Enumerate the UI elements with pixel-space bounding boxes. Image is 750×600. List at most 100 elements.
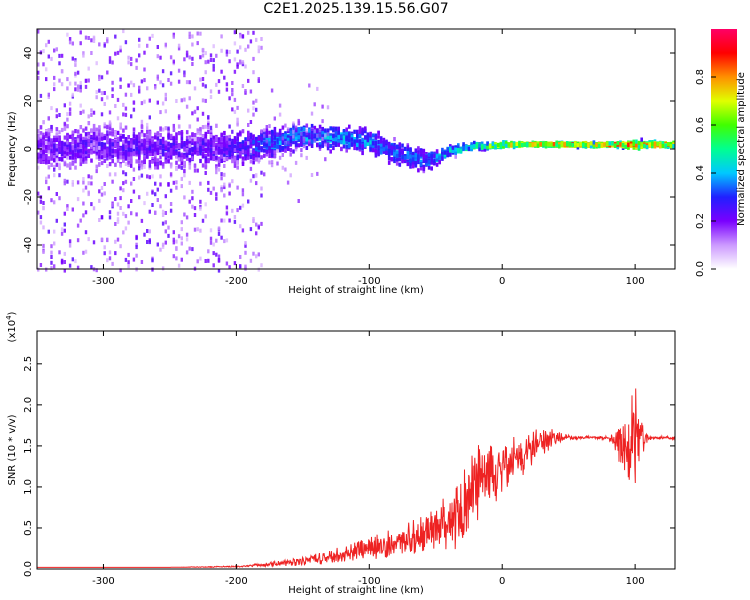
spectrogram-cell — [409, 148, 412, 153]
spectrogram-cell — [79, 154, 83, 159]
snr-x-tick-label: -100 — [358, 576, 381, 587]
spectrogram-cell — [247, 141, 250, 146]
spectrogram-cell — [435, 156, 439, 161]
spectrogram-cell — [475, 143, 479, 148]
spectrogram-cell — [435, 162, 439, 167]
spectrogram-cell — [199, 151, 202, 156]
spectrogram-cell — [124, 125, 128, 130]
spectrogram-cell — [574, 143, 577, 148]
spectrogram-cell — [417, 168, 420, 173]
spectrogram-cell — [629, 143, 633, 148]
spectrogram-cell — [441, 155, 444, 160]
spectrogram-cell — [613, 143, 617, 148]
spectrogram-cell — [239, 131, 242, 136]
spectrogram-cell — [637, 144, 641, 149]
spectrogram-cell — [39, 263, 43, 267]
spectrogram-cell — [169, 202, 173, 206]
spectrogram-cell — [345, 140, 348, 145]
spectrogram-cell — [55, 108, 58, 113]
spectrogram-cell — [337, 126, 340, 131]
spectrogram-cell — [648, 142, 651, 147]
spectrogram-cell — [188, 96, 191, 101]
spectrogram-cell — [164, 92, 167, 97]
spectrogram-cell — [356, 142, 359, 147]
spectrogram-cell — [241, 60, 245, 65]
spectrogram-cell — [188, 124, 192, 129]
spectrogram-cell — [300, 135, 303, 140]
spectrogram-cell — [356, 139, 359, 144]
spectrogram-cell — [148, 151, 152, 157]
spectrogram-cell — [103, 182, 106, 186]
spectrogram-cell — [616, 141, 620, 146]
spectrogram-cell — [387, 156, 391, 161]
spectrogram-cell — [536, 143, 540, 148]
spectrogram-cell — [63, 178, 66, 183]
spectrogram-cell — [316, 171, 319, 176]
spectrogram-cell — [108, 110, 112, 115]
spectrogram-cell — [177, 46, 181, 51]
spectrogram-cell — [47, 165, 51, 170]
spectrogram-cell — [204, 98, 207, 103]
spectrogram-cell — [231, 159, 234, 164]
spectrogram-cell — [257, 136, 261, 141]
spectrogram-cell — [106, 237, 109, 242]
spectrogram-cell — [488, 143, 492, 149]
spectrogram-cell — [114, 140, 117, 145]
spectrogram-cell — [180, 136, 184, 141]
spectrogram-cell — [371, 133, 375, 138]
spectrogram-cell — [204, 153, 208, 159]
spectrogram-cell — [180, 257, 183, 262]
spectrogram-cell — [122, 128, 125, 133]
spectrogram-cell — [281, 134, 285, 139]
spectrogram-cell — [130, 139, 133, 144]
spectrogram-cell — [207, 139, 210, 144]
spectrogram-cell — [127, 156, 130, 161]
spectrogram-cell — [356, 129, 359, 134]
spectrogram-cell — [135, 138, 138, 143]
spectrogram-cell — [252, 134, 255, 139]
spectrogram-cell — [55, 192, 58, 196]
spectrogram-cell — [47, 229, 50, 234]
spectrogram-cell — [233, 157, 237, 162]
spectrogram-cell — [151, 159, 154, 164]
spectrogram-cell — [212, 144, 216, 149]
spectrogram-cell — [273, 143, 277, 148]
spectrogram-cell — [252, 106, 255, 111]
spectrogram-cell — [212, 141, 216, 146]
spectrogram-cell — [185, 140, 189, 146]
spectrogram-cell — [600, 142, 604, 148]
spectrogram-cell — [47, 159, 51, 165]
spectrogram-cell — [247, 155, 250, 160]
spectrogram-cell — [177, 79, 181, 84]
spectrogram-cell — [239, 60, 242, 65]
spectrogram-cell — [87, 66, 90, 71]
spectrogram-cell — [390, 151, 394, 156]
spectrogram-cell — [249, 149, 253, 154]
spectrogram-cell — [138, 150, 141, 155]
spectrogram-cell — [58, 173, 61, 178]
spectrogram-cell — [167, 144, 170, 149]
spectrogram-cell — [294, 132, 298, 137]
spectrogram-cell — [172, 151, 176, 156]
spectrogram-cell — [209, 240, 213, 245]
spectrogram-cell — [119, 136, 122, 141]
spectrogram-cell — [116, 211, 120, 216]
spectrogram-cell — [146, 43, 149, 48]
spectrogram-cell — [87, 36, 90, 40]
spectrogram-cell — [98, 150, 101, 156]
spectrogram-cell — [66, 77, 69, 82]
spectrogram-cell — [79, 81, 82, 86]
spectrogram-cell — [45, 133, 48, 138]
spectrogram-cell — [308, 129, 311, 134]
spectrogram-cell — [135, 58, 138, 63]
spectrogram-cell — [401, 148, 404, 153]
spectrogram-cell — [164, 211, 167, 215]
spectrogram-cell — [50, 260, 53, 265]
spectrogram-cell — [39, 153, 43, 159]
spectrogram-cell — [241, 129, 245, 134]
spectrogram-cell — [37, 165, 40, 170]
spectrogram-cell — [329, 133, 332, 138]
spectrogram-cell — [185, 104, 189, 109]
spectrogram-cell — [255, 151, 258, 156]
spectrogram-cell — [45, 153, 48, 159]
